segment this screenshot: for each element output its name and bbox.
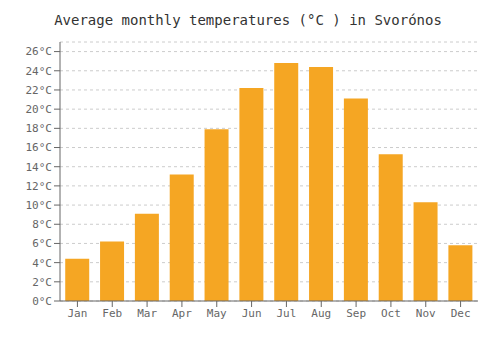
html-text:Average monthly temperatures (: Average monthly temperatures (°C ) in Sv… xyxy=(54,12,442,28)
svg-text:Jul: Jul xyxy=(276,307,296,320)
svg-text:22°C: 22°C xyxy=(26,84,53,97)
svg-text:Nov: Nov xyxy=(416,307,436,320)
svg-text:10°C: 10°C xyxy=(26,199,53,212)
svg-text:Apr: Apr xyxy=(172,307,192,320)
svg-text:Sep: Sep xyxy=(346,307,366,320)
svg-text:14°C: 14°C xyxy=(26,161,53,174)
svg-text:26°C: 26°C xyxy=(26,45,53,58)
svg-text:24°C: 24°C xyxy=(26,65,53,78)
svg-text:Dec: Dec xyxy=(451,307,471,320)
svg-text:Oct: Oct xyxy=(381,307,401,320)
svg-text:Mar: Mar xyxy=(137,307,157,320)
svg-text:Feb: Feb xyxy=(102,307,122,320)
svg-text:0°C: 0°C xyxy=(32,295,52,308)
svg-text:Jun: Jun xyxy=(242,307,262,320)
svg-text:8°C: 8°C xyxy=(32,218,52,231)
svg-text:20°C: 20°C xyxy=(26,103,53,116)
svg-text:2°C: 2°C xyxy=(32,276,52,289)
svg-text:Aug: Aug xyxy=(311,307,331,320)
svg-text:4°C: 4°C xyxy=(32,257,52,270)
svg-text:Jan: Jan xyxy=(67,307,87,320)
svg-text:16°C: 16°C xyxy=(26,141,53,154)
svg-text:May: May xyxy=(207,307,227,320)
svg-text:6°C: 6°C xyxy=(32,237,52,250)
svg-text:18°C: 18°C xyxy=(26,122,53,135)
svg-text:12°C: 12°C xyxy=(26,180,53,193)
